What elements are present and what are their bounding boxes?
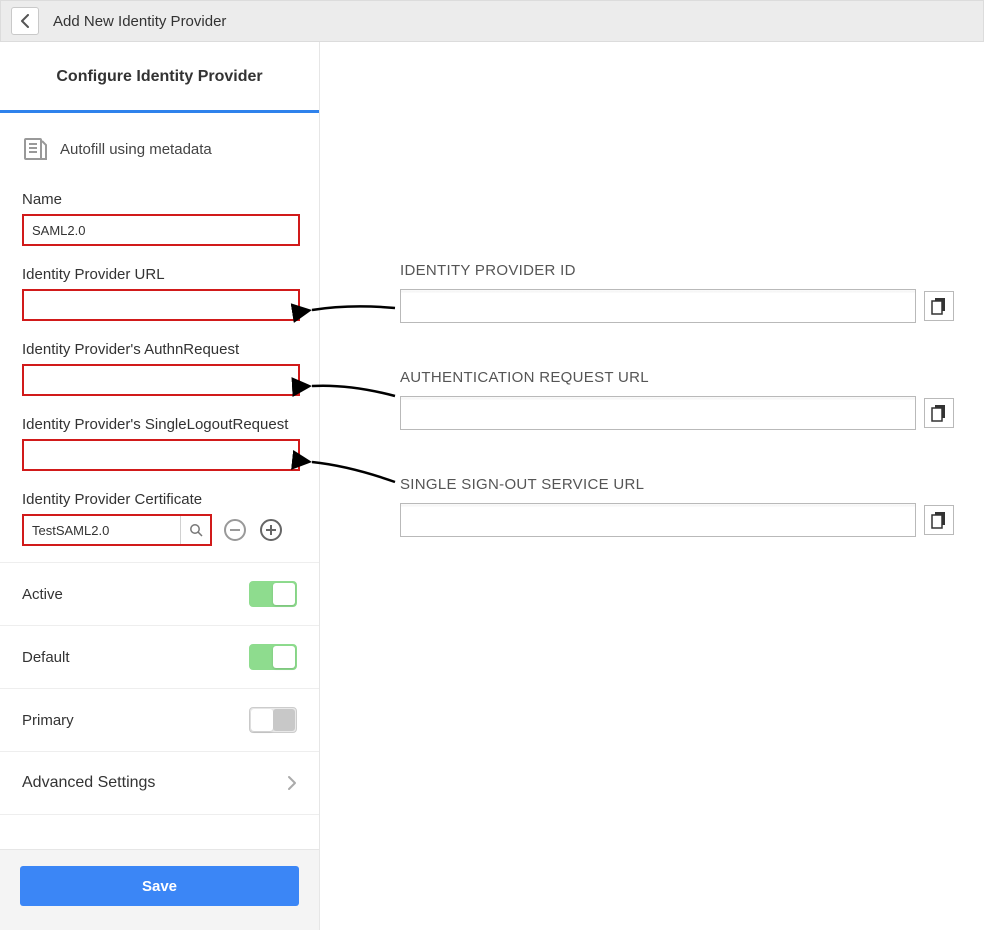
name-input[interactable] [22,214,300,246]
name-field-block: Name [22,191,297,246]
plus-circle-icon [259,518,283,542]
search-icon [189,523,203,537]
cert-label: Identity Provider Certificate [22,491,297,508]
advanced-label: Advanced Settings [22,774,155,792]
active-row: Active [0,563,319,626]
primary-row: Primary [0,689,319,752]
idp-url-label: Identity Provider URL [22,266,297,283]
sso-url-copy-button[interactable] [924,505,954,535]
advanced-settings-row[interactable]: Advanced Settings [0,752,319,815]
default-row: Default [0,626,319,689]
save-bar: Save [0,849,319,930]
idp-url-block: Identity Provider URL [22,266,297,321]
chevron-left-icon [20,14,30,28]
back-button[interactable] [11,7,39,35]
page-title: Add New Identity Provider [53,13,226,30]
auth-url-label: AUTHENTICATION REQUEST URL [400,369,954,386]
name-label: Name [22,191,297,208]
right-panel: IDENTITY PROVIDER ID AUTHENTICATION REQU… [320,42,984,930]
save-button[interactable]: Save [20,866,299,906]
authn-input[interactable] [22,364,300,396]
primary-label: Primary [22,712,74,729]
header-bar: Add New Identity Provider [0,0,984,42]
copy-icon [931,404,947,422]
cert-search-button[interactable] [180,516,210,544]
primary-toggle[interactable] [249,707,297,733]
chevron-right-icon [287,775,297,791]
default-toggle[interactable] [249,644,297,670]
auth-url-input[interactable] [400,396,916,430]
panel-title: Configure Identity Provider [0,42,319,113]
copy-icon [931,511,947,529]
sso-url-block: SINGLE SIGN-OUT SERVICE URL [400,476,954,537]
autofill-icon [22,135,50,163]
left-panel: Configure Identity Provider Autofill usi… [0,42,320,930]
idp-url-input[interactable] [22,289,300,321]
auth-url-copy-button[interactable] [924,398,954,428]
cert-value: TestSAML2.0 [24,523,180,538]
slo-block: Identity Provider's SingleLogoutRequest [22,416,297,471]
active-toggle[interactable] [249,581,297,607]
panel-body: Autofill using metadata Name Identity Pr… [0,113,319,563]
auth-url-block: AUTHENTICATION REQUEST URL [400,369,954,430]
idp-id-copy-button[interactable] [924,291,954,321]
authn-block: Identity Provider's AuthnRequest [22,341,297,396]
default-label: Default [22,649,70,666]
remove-cert-button[interactable] [222,517,248,543]
slo-label: Identity Provider's SingleLogoutRequest [22,416,297,433]
autofill-row[interactable]: Autofill using metadata [22,135,297,163]
sso-url-input[interactable] [400,503,916,537]
active-label: Active [22,586,63,603]
autofill-label: Autofill using metadata [60,141,212,158]
copy-icon [931,297,947,315]
cert-input-wrap: TestSAML2.0 [22,514,212,546]
idp-id-label: IDENTITY PROVIDER ID [400,262,954,279]
slo-input[interactable] [22,439,300,471]
minus-circle-icon [223,518,247,542]
idp-id-block: IDENTITY PROVIDER ID [400,262,954,323]
cert-block: Identity Provider Certificate TestSAML2.… [22,491,297,546]
sso-url-label: SINGLE SIGN-OUT SERVICE URL [400,476,954,493]
idp-id-input[interactable] [400,289,916,323]
authn-label: Identity Provider's AuthnRequest [22,341,297,358]
main: Configure Identity Provider Autofill usi… [0,42,984,930]
add-cert-button[interactable] [258,517,284,543]
